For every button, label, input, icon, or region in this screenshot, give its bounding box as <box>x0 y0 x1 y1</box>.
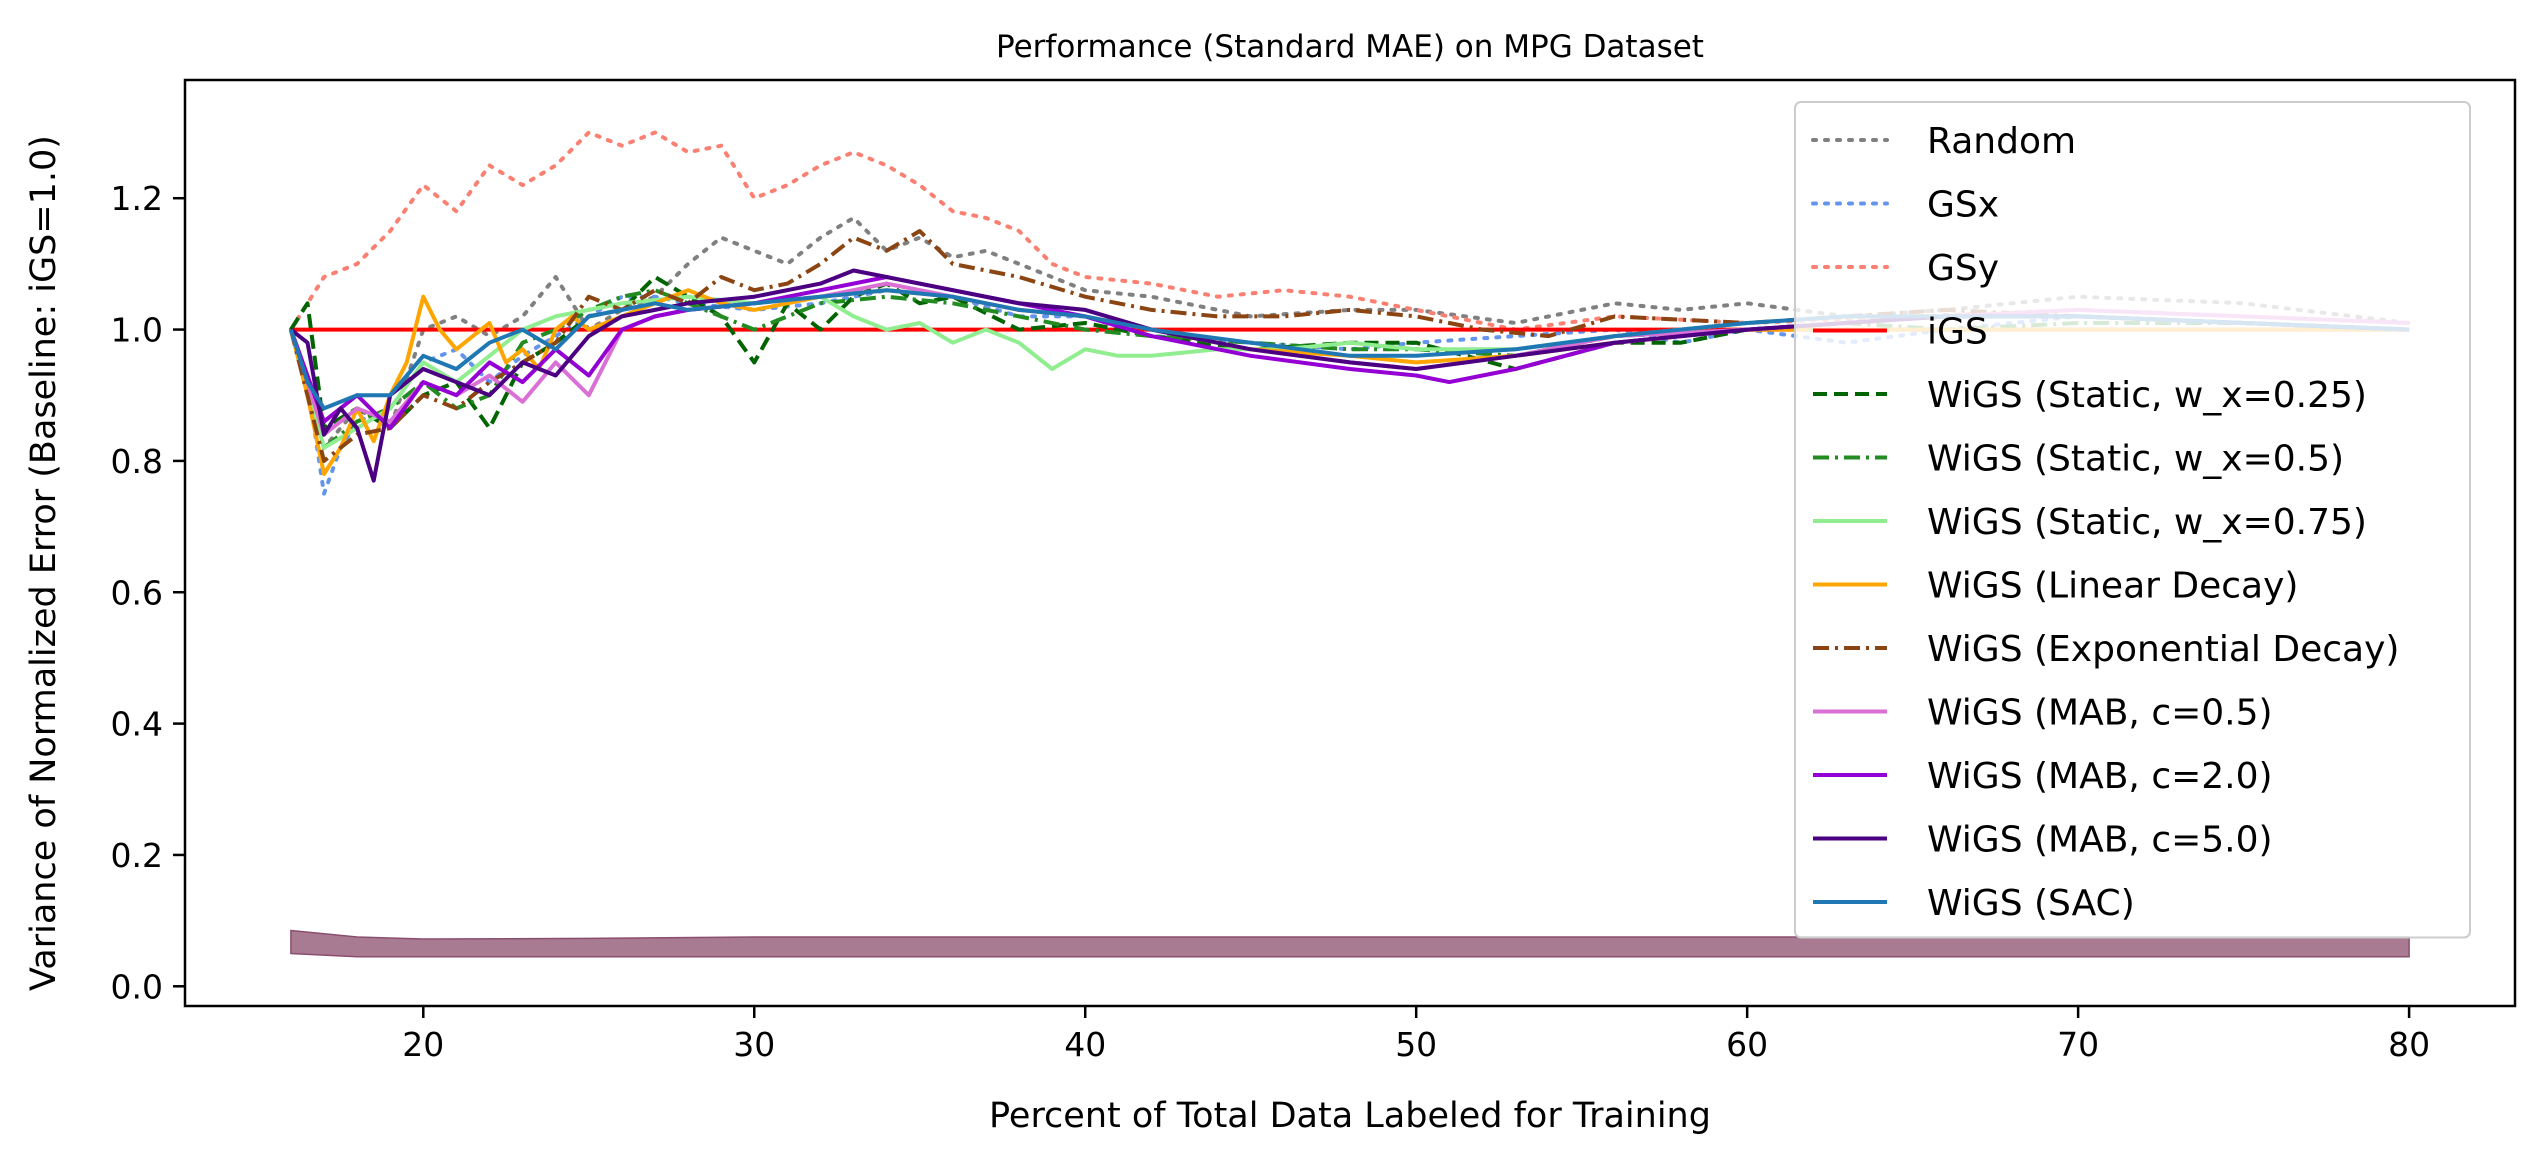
series-line-12 <box>288 288 2410 411</box>
y-tick-label: 1.2 <box>111 179 163 218</box>
y-tick-label: 1.0 <box>111 311 163 350</box>
x-tick-label: 60 <box>1726 1025 1768 1064</box>
x-tick-label: 80 <box>2388 1025 2430 1064</box>
series-line-8 <box>288 229 2410 463</box>
legend-label: WiGS (Static, w_x=0.5) <box>1927 439 2344 480</box>
legend-label: iGS <box>1927 312 1988 353</box>
legend-label: WiGS (Exponential Decay) <box>1927 629 2399 670</box>
x-tick-label: 30 <box>733 1025 775 1064</box>
legend-label: WiGS (MAB, c=0.5) <box>1927 693 2273 734</box>
x-tick-label: 50 <box>1395 1025 1437 1064</box>
y-tick-label: 0.2 <box>111 836 163 875</box>
legend: Random GSx GSy iGS WiGS (Static, w_x=0.25) Wi… <box>1794 101 2471 939</box>
y-axis-ticks: 0.0 0.2 0.4 0.6 0.8 1.0 1.2 <box>111 179 185 1006</box>
x-axis-label: Percent of Total Data Labeled for Traini… <box>989 1096 1711 1136</box>
x-tick-label: 20 <box>402 1025 444 1064</box>
legend-label: Random <box>1927 121 2076 162</box>
legend-label: GSx <box>1927 185 1999 226</box>
legend-label: WiGS (MAB, c=2.0) <box>1927 756 2273 797</box>
y-axis-label: Variance of Normalized Error (Baseline: … <box>24 135 64 991</box>
y-tick-label: 0.0 <box>111 967 163 1006</box>
legend-label: WiGS (Linear Decay) <box>1927 566 2298 607</box>
x-axis-ticks: 20 30 40 50 60 70 80 <box>402 1006 2430 1064</box>
legend-label: WiGS (Static, w_x=0.75) <box>1927 502 2367 543</box>
legend-label: WiGS (MAB, c=5.0) <box>1927 820 2273 861</box>
legend-box <box>1794 101 2471 939</box>
chart-title: Performance (Standard MAE) on MPG Datase… <box>996 29 1704 65</box>
y-tick-label: 0.8 <box>111 442 163 481</box>
x-tick-label: 40 <box>1064 1025 1106 1064</box>
legend-label: WiGS (SAC) <box>1927 883 2135 924</box>
legend-label: GSy <box>1927 248 1999 289</box>
y-tick-label: 0.4 <box>111 705 163 744</box>
series-line-11 <box>289 268 2410 483</box>
y-tick-label: 0.6 <box>111 573 163 612</box>
legend-label: WiGS (Static, w_x=0.25) <box>1927 375 2367 416</box>
plot-frame <box>183 78 2517 1008</box>
x-tick-label: 70 <box>2057 1025 2099 1064</box>
